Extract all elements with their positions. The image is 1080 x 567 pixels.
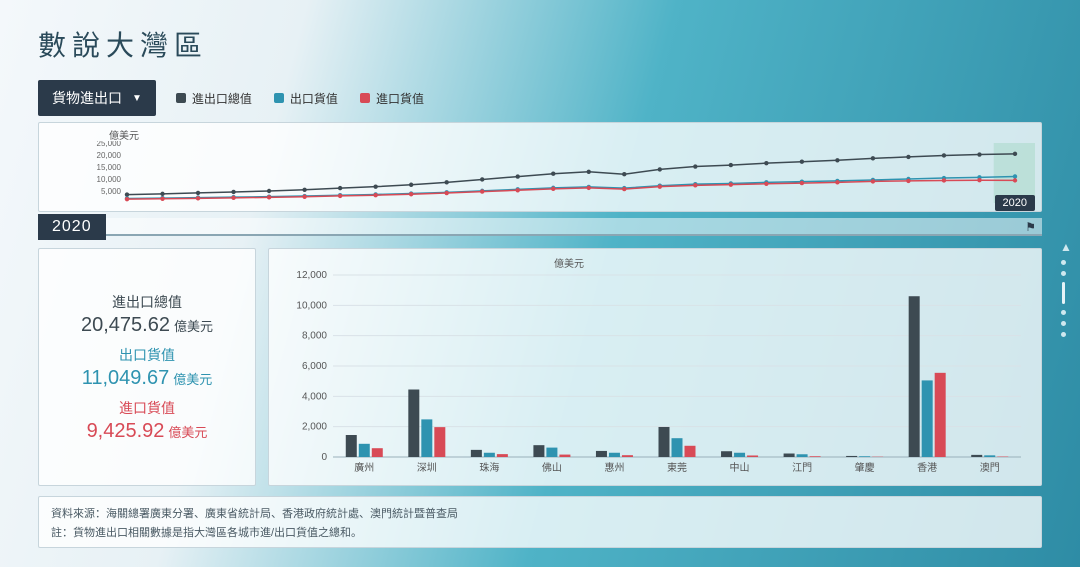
svg-text:20,000: 20,000 bbox=[97, 151, 122, 160]
footer-source: 資料來源：海關總署廣東分署、廣東省統計局、香港政府統計處、澳門統計暨普查局 bbox=[51, 505, 1029, 524]
stats-panel: 進出口總值20,475.62億美元出口貨值11,049.67億美元進口貨值9,4… bbox=[38, 248, 256, 486]
timeline-y-unit: 億美元 bbox=[109, 127, 139, 142]
toolbar: 貨物進出口 ▼ 進出口總值 出口貨值 進口貨值 bbox=[38, 80, 1042, 116]
dropdown-label: 貨物進出口 bbox=[52, 88, 122, 108]
stat-label: 進出口總值 bbox=[81, 292, 213, 312]
legend-item[interactable]: 出口貨值 bbox=[274, 90, 338, 107]
nav-dot[interactable] bbox=[1061, 332, 1066, 337]
svg-text:15,000: 15,000 bbox=[97, 163, 122, 172]
timeline-chart[interactable]: 5,000 10,000 15,000 20,000 25,000 bbox=[83, 141, 1035, 207]
stat-label: 出口貨值 bbox=[82, 345, 213, 365]
stat-value: 9,425.92億美元 bbox=[87, 420, 208, 443]
svg-text:12,000: 12,000 bbox=[296, 270, 327, 281]
svg-text:5,000: 5,000 bbox=[101, 187, 122, 196]
stat-block: 出口貨值11,049.67億美元 bbox=[82, 345, 213, 390]
year-badge: 2020 bbox=[38, 214, 106, 240]
footer-panel: 資料來源：海關總署廣東分署、廣東省統計局、香港政府統計處、澳門統計暨普查局 註：… bbox=[38, 496, 1042, 548]
legend-label: 進出口總值 bbox=[192, 90, 252, 107]
svg-text:佛山: 佛山 bbox=[542, 461, 562, 474]
stat-value: 11,049.67億美元 bbox=[82, 367, 213, 390]
svg-text:10,000: 10,000 bbox=[97, 175, 122, 184]
svg-text:0: 0 bbox=[321, 452, 327, 463]
timeline-selected-year-tag[interactable]: 2020 bbox=[995, 195, 1035, 211]
svg-text:25,000: 25,000 bbox=[97, 141, 122, 148]
svg-text:2,000: 2,000 bbox=[302, 422, 327, 433]
svg-text:東莞: 東莞 bbox=[667, 461, 687, 474]
svg-text:10,000: 10,000 bbox=[296, 300, 327, 311]
legend-label: 進口貨值 bbox=[376, 90, 424, 107]
nav-dot[interactable] bbox=[1061, 310, 1066, 315]
svg-text:4,000: 4,000 bbox=[302, 391, 327, 402]
metric-dropdown[interactable]: 貨物進出口 ▼ bbox=[38, 80, 156, 116]
footer-note: 註：貨物進出口相關數據是指大灣區各城市進/出口貨值之總和。 bbox=[51, 524, 1029, 543]
timeline-chart-panel: 億美元 5,000 10,000 15,000 20,000 25,000 2020 bbox=[38, 122, 1042, 212]
stat-label: 進口貨值 bbox=[87, 398, 208, 418]
svg-text:肇慶: 肇慶 bbox=[855, 461, 875, 474]
legend-swatch bbox=[274, 93, 284, 103]
side-nav-dots[interactable]: ▲ bbox=[1060, 240, 1066, 343]
svg-text:惠州: 惠州 bbox=[604, 461, 624, 474]
stat-value: 20,475.62億美元 bbox=[81, 314, 213, 337]
nav-dot-active[interactable] bbox=[1062, 282, 1065, 304]
svg-text:廣州: 廣州 bbox=[354, 461, 374, 474]
legend-swatch bbox=[360, 93, 370, 103]
legend: 進出口總值 出口貨值 進口貨值 bbox=[176, 90, 424, 107]
svg-text:8,000: 8,000 bbox=[302, 331, 327, 342]
nav-dot[interactable] bbox=[1061, 271, 1066, 276]
stat-block: 進出口總值20,475.62億美元 bbox=[81, 292, 213, 337]
svg-text:6,000: 6,000 bbox=[302, 361, 327, 372]
bar-y-unit: 億美元 bbox=[554, 255, 584, 270]
page-title: 數說大灣區 bbox=[38, 24, 1042, 64]
city-bar-chart-panel: 億美元 0 2,000 4,000 6,000 8,000 10,000 12,000 廣州 深… bbox=[268, 248, 1042, 486]
legend-item[interactable]: 進出口總值 bbox=[176, 90, 252, 107]
stat-block: 進口貨值9,425.92億美元 bbox=[87, 398, 208, 443]
filter-icon[interactable]: ⚑ bbox=[1025, 220, 1036, 234]
nav-dot[interactable] bbox=[1061, 260, 1066, 265]
legend-swatch bbox=[176, 93, 186, 103]
legend-item[interactable]: 進口貨值 bbox=[360, 90, 424, 107]
year-line: ⚑ bbox=[106, 218, 1042, 236]
arrow-up-icon[interactable]: ▲ bbox=[1060, 240, 1066, 254]
year-bar: 2020 ⚑ bbox=[38, 214, 1042, 240]
city-bar-chart: 0 2,000 4,000 6,000 8,000 10,000 12,000 廣州 深圳 珠海 佛… bbox=[287, 269, 1031, 481]
svg-text:珠海: 珠海 bbox=[479, 461, 499, 474]
svg-text:中山: 中山 bbox=[730, 461, 750, 474]
legend-label: 出口貨值 bbox=[290, 90, 338, 107]
nav-dot[interactable] bbox=[1061, 321, 1066, 326]
svg-text:江門: 江門 bbox=[792, 462, 812, 474]
svg-text:香港: 香港 bbox=[917, 462, 937, 474]
svg-text:深圳: 深圳 bbox=[417, 462, 437, 474]
svg-text:澳門: 澳門 bbox=[980, 461, 1000, 474]
chevron-down-icon: ▼ bbox=[132, 93, 142, 104]
